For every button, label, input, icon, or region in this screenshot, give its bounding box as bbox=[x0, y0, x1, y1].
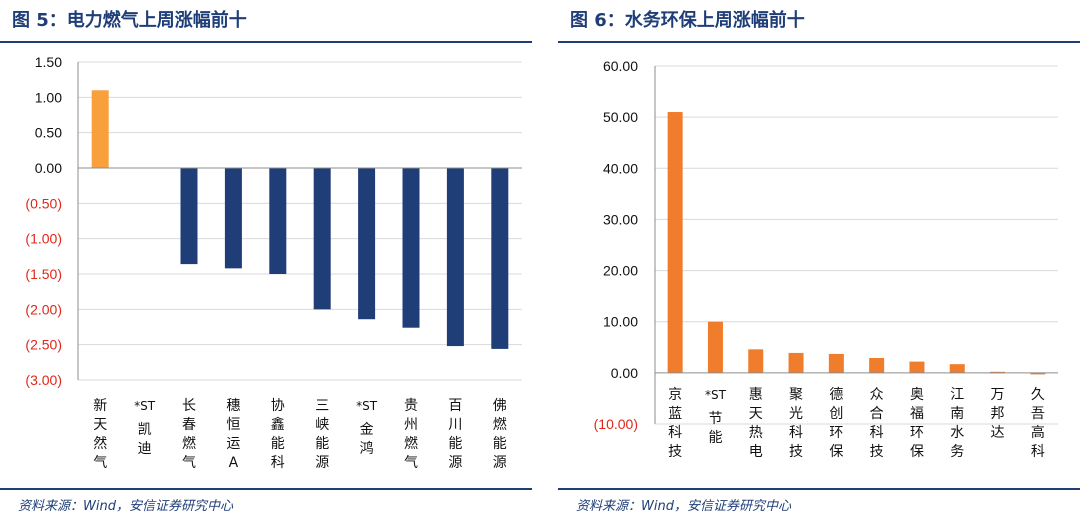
category-label: 三峡能源 bbox=[315, 398, 329, 471]
figure-5-top-rule bbox=[0, 41, 532, 43]
category-label: 万邦达 bbox=[991, 387, 1005, 441]
category-label: 长春燃气 bbox=[182, 398, 196, 471]
bar-10 bbox=[491, 168, 509, 349]
figure-5-source-note: 资料来源：Wind，安信证券研究中心 bbox=[18, 499, 233, 514]
y-tick-label: 0.50 bbox=[35, 125, 62, 141]
y-tick-label: 50.00 bbox=[603, 109, 638, 125]
bar-8 bbox=[402, 168, 420, 328]
bar-8 bbox=[949, 364, 965, 373]
figure-5-title: 图 5：电力燃气上周涨幅前十 bbox=[12, 10, 247, 31]
bar-5 bbox=[828, 353, 844, 373]
y-tick-label: 40.00 bbox=[603, 160, 638, 176]
bar-6 bbox=[313, 168, 331, 310]
category-label: 新天然气 bbox=[93, 398, 107, 471]
figure-6-panel: 图 6：水务环保上周涨幅前十 60.00 50.00 40.00 30.00 20.00… bbox=[558, 0, 1080, 523]
y-tick-label: (1.50) bbox=[25, 266, 62, 282]
y-tick-label: 0.00 bbox=[35, 160, 62, 176]
y-tick-label: 0.00 bbox=[611, 365, 638, 381]
bar-9 bbox=[446, 168, 464, 347]
category-label: 奥福环保 bbox=[910, 386, 924, 460]
figure-5-bar-chart: 1.50 1.00 0.50 0.00 (0.50) (1.00) (1.50) (2.00)… bbox=[25, 54, 522, 471]
y-tick-label: (2.00) bbox=[25, 301, 62, 317]
y-tick-label: 60.00 bbox=[603, 58, 638, 74]
y-tick-label: (1.00) bbox=[25, 231, 62, 247]
category-label: 众合科技 bbox=[870, 387, 884, 460]
category-label: 穗恒运 A bbox=[226, 398, 240, 471]
bar-1 bbox=[91, 90, 109, 168]
y-tick-label: 1.50 bbox=[35, 54, 62, 70]
category-label: 惠天热电 bbox=[749, 387, 763, 460]
category-label: *ST 金鸿 bbox=[356, 399, 378, 457]
figure-6-title: 图 6：水务环保上周涨幅前十 bbox=[570, 10, 805, 31]
bar-4 bbox=[788, 352, 804, 373]
bar-3 bbox=[748, 349, 764, 373]
category-label: 德创环保 bbox=[829, 387, 843, 460]
category-label: 聚光科技 bbox=[789, 387, 803, 460]
category-label: 久吾高科 bbox=[1031, 387, 1045, 460]
y-tick-label: 1.00 bbox=[35, 89, 62, 105]
bar-1 bbox=[667, 112, 683, 373]
y-tick-label: 30.00 bbox=[603, 211, 638, 227]
y-tick-label: (10.00) bbox=[594, 416, 638, 432]
category-label: 协鑫能科 bbox=[271, 398, 285, 471]
figure-6-bottom-rule bbox=[558, 488, 1080, 490]
category-label: *ST 凯迪 bbox=[134, 399, 156, 457]
bar-10 bbox=[1030, 372, 1046, 375]
figure-6-bar-chart: 60.00 50.00 40.00 30.00 20.00 10.00 0.00 (10.00… bbox=[594, 58, 1058, 460]
category-label: 江南水务 bbox=[950, 387, 964, 460]
bar-4 bbox=[224, 168, 242, 269]
figure-5-panel: 图 5：电力燃气上周涨幅前十 1.50 1.00 0.50 0.00 (0.50) (1.… bbox=[0, 0, 532, 523]
bar-2 bbox=[707, 321, 723, 373]
figure-5-bottom-rule bbox=[0, 488, 532, 490]
y-tick-label: 20.00 bbox=[603, 263, 638, 279]
y-tick-label: 10.00 bbox=[603, 314, 638, 330]
category-label: 佛燃能源 bbox=[493, 398, 507, 471]
figure-6-source-note: 资料来源：Wind，安信证券研究中心 bbox=[576, 499, 791, 514]
y-tick-label: (0.50) bbox=[25, 195, 62, 211]
category-label: 京蓝科技 bbox=[668, 387, 682, 460]
category-label: 贵州燃气 bbox=[404, 398, 418, 471]
category-label: 百川能源 bbox=[448, 398, 462, 471]
category-label: *ST 节能 bbox=[705, 388, 727, 446]
bar-7 bbox=[358, 168, 376, 320]
y-tick-label: (3.00) bbox=[25, 372, 62, 388]
figure-6-top-rule bbox=[558, 41, 1080, 43]
y-tick-label: (2.50) bbox=[25, 337, 62, 353]
bar-6 bbox=[869, 358, 885, 373]
bar-3 bbox=[180, 168, 198, 265]
bar-7 bbox=[909, 361, 925, 373]
bar-5 bbox=[269, 168, 287, 274]
